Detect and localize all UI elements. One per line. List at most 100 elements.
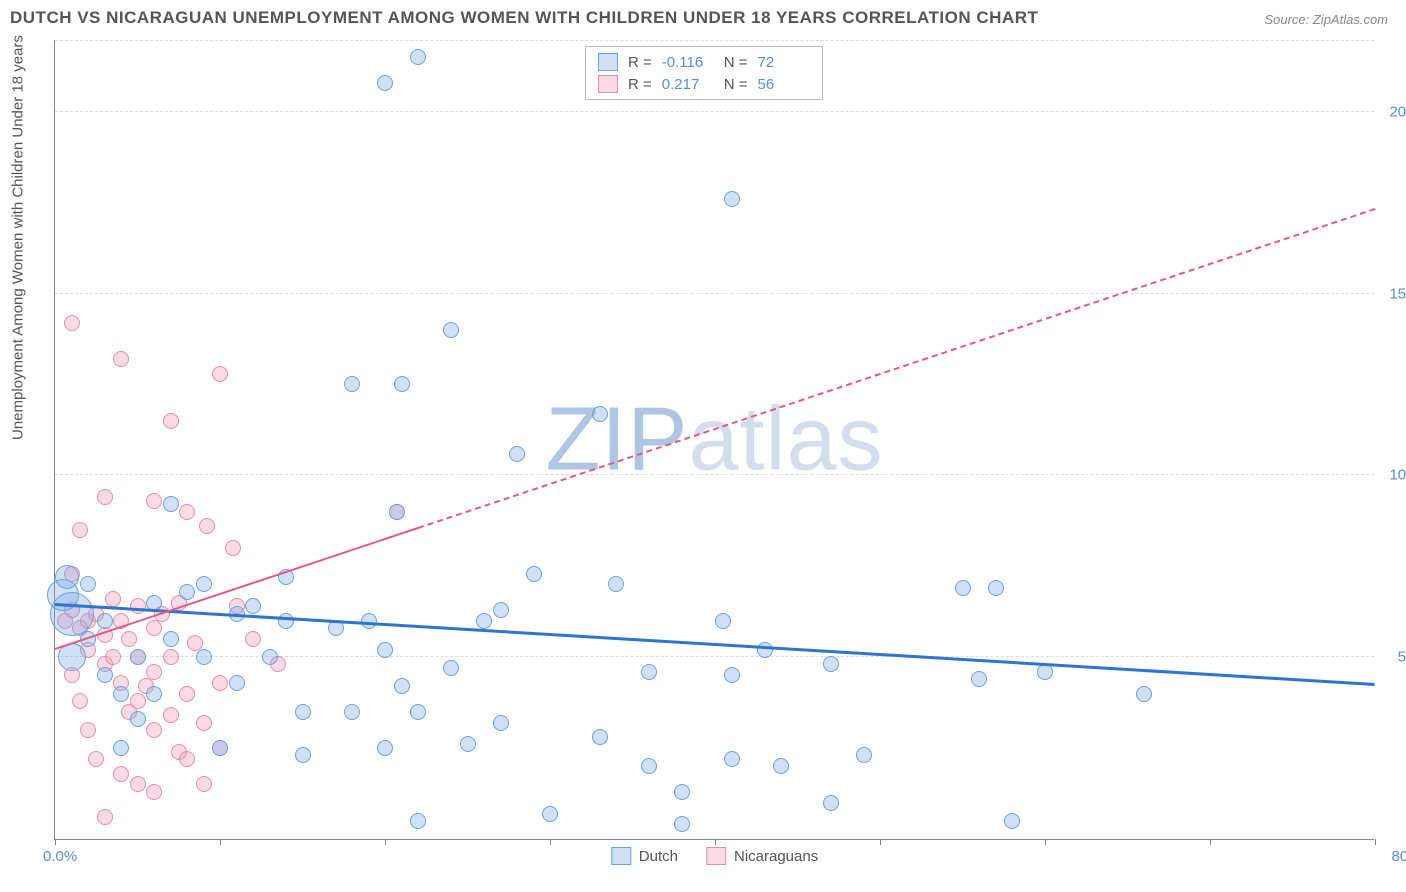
xtick [385,839,386,845]
data-point-nicaraguans [179,686,195,702]
data-point-dutch [377,642,393,658]
data-point-dutch [410,49,426,65]
data-point-nicaraguans [121,631,137,647]
data-point-dutch [443,660,459,676]
data-point-dutch [394,376,410,392]
legend-swatch-nic [706,847,726,865]
xtick [220,839,221,845]
data-point-dutch [592,729,608,745]
legend-stats-row-dutch: R = -0.116 N = 72 [598,51,810,73]
watermark: ZIPatlas [545,388,883,491]
ytick-label: 5.0% [1398,649,1406,666]
data-point-dutch [196,649,212,665]
xtick-min: 0.0% [43,848,77,865]
xtick [550,839,551,845]
plot-area: ZIPatlas R = -0.116 N = 72 R = 0.217 N =… [54,40,1374,840]
data-point-dutch [377,75,393,91]
data-point-dutch [394,678,410,694]
data-point-dutch [50,592,94,636]
data-point-nicaraguans [72,693,88,709]
r-label: R = [628,54,652,71]
data-point-dutch [724,191,740,207]
data-point-dutch [295,747,311,763]
data-point-dutch [212,740,228,756]
data-point-dutch [196,576,212,592]
data-point-nicaraguans [113,351,129,367]
data-point-dutch [476,613,492,629]
gridline [55,111,1374,112]
data-point-dutch [229,675,245,691]
data-point-dutch [674,816,690,832]
gridline [55,656,1374,657]
legend-swatch-dutch [611,847,631,865]
ytick-label: 20.0% [1389,103,1406,120]
xtick [1375,839,1376,845]
legend-swatch-nic [598,75,618,93]
trendline-nicaraguans-dashed [418,208,1376,529]
data-point-nicaraguans [97,809,113,825]
data-point-dutch [245,598,261,614]
data-point-nicaraguans [64,315,80,331]
data-point-nicaraguans [163,413,179,429]
data-point-nicaraguans [179,751,195,767]
data-point-nicaraguans [163,707,179,723]
data-point-dutch [97,667,113,683]
data-point-dutch [443,322,459,338]
data-point-dutch [715,613,731,629]
data-point-dutch [823,795,839,811]
y-axis-label: Unemployment Among Women with Children U… [10,35,27,440]
r-label: R = [628,76,652,93]
data-point-dutch [542,806,558,822]
dutch-n-value: 72 [758,54,810,71]
data-point-dutch [179,584,195,600]
data-point-dutch [724,667,740,683]
data-point-nicaraguans [105,591,121,607]
n-label: N = [724,76,748,93]
xtick [1210,839,1211,845]
gridline [55,293,1374,294]
data-point-nicaraguans [146,664,162,680]
data-point-dutch [113,740,129,756]
data-point-dutch [493,602,509,618]
data-point-dutch [278,613,294,629]
data-point-nicaraguans [80,722,96,738]
data-point-dutch [460,736,476,752]
data-point-dutch [608,576,624,592]
data-point-dutch [641,664,657,680]
data-point-dutch [163,631,179,647]
data-point-nicaraguans [146,722,162,738]
legend-bottom: Dutch Nicaraguans [611,847,818,865]
data-point-dutch [988,580,1004,596]
data-point-dutch [344,704,360,720]
data-point-dutch [295,704,311,720]
data-point-dutch [724,751,740,767]
data-point-nicaraguans [105,649,121,665]
data-point-dutch [130,649,146,665]
data-point-nicaraguans [113,766,129,782]
legend-stats: R = -0.116 N = 72 R = 0.217 N = 56 [585,46,823,100]
data-point-dutch [262,649,278,665]
data-point-dutch [113,686,129,702]
data-point-dutch [592,406,608,422]
data-point-dutch [757,642,773,658]
nic-r-value: 0.217 [662,76,714,93]
legend-label-nic: Nicaraguans [734,848,818,865]
gridline [55,474,1374,475]
xtick [55,839,56,845]
data-point-dutch [856,747,872,763]
data-point-dutch [146,686,162,702]
legend-item-dutch: Dutch [611,847,678,865]
nic-n-value: 56 [758,76,810,93]
source-label: Source: ZipAtlas.com [1264,12,1388,27]
legend-item-nic: Nicaraguans [706,847,818,865]
data-point-dutch [80,576,96,592]
chart-title: DUTCH VS NICARAGUAN UNEMPLOYMENT AMONG W… [10,8,1038,28]
legend-stats-row-nic: R = 0.217 N = 56 [598,73,810,95]
data-point-nicaraguans [130,598,146,614]
data-point-dutch [97,613,113,629]
data-point-dutch [377,740,393,756]
ytick-label: 10.0% [1389,467,1406,484]
data-point-nicaraguans [146,620,162,636]
data-point-nicaraguans [196,776,212,792]
data-point-nicaraguans [72,522,88,538]
